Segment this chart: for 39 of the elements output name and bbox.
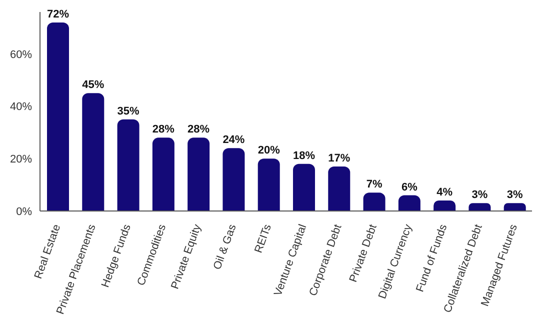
x-tick-label: Private Equity [169, 222, 204, 291]
data-label: 45% [82, 79, 104, 92]
bar [398, 195, 420, 211]
data-label: 4% [436, 186, 453, 199]
data-label: 7% [366, 178, 382, 191]
x-tick-label: Real Estate [32, 222, 64, 280]
x-tick-label: Hedge Funds [100, 222, 134, 290]
bar [222, 148, 245, 211]
bar [328, 166, 350, 211]
bar [363, 192, 386, 211]
data-label: 3% [472, 189, 488, 202]
data-label: 6% [401, 181, 418, 194]
bar [152, 138, 174, 211]
bar [47, 22, 69, 211]
x-tick-label: Fund of Funds [414, 222, 450, 294]
bar [117, 119, 140, 211]
y-tick-label: 60% [10, 48, 32, 61]
x-tick-label: REITs [252, 222, 274, 255]
bar [434, 200, 456, 211]
bar [293, 164, 315, 211]
bar [258, 158, 280, 211]
data-label: 28% [188, 124, 210, 136]
data-label: 35% [117, 105, 140, 118]
x-tick-label: Oil & Gas [211, 222, 240, 272]
data-label: 17% [328, 152, 350, 164]
y-tick-label: 20% [10, 154, 32, 166]
data-label: 24% [222, 134, 245, 146]
data-label: 20% [258, 144, 280, 157]
x-tick-label: Private Debt [347, 222, 380, 284]
bar [188, 138, 210, 211]
bar [468, 203, 491, 211]
data-label: 72% [46, 8, 70, 20]
bar [82, 93, 104, 211]
data-label: 28% [152, 124, 175, 136]
data-label: 3% [506, 189, 524, 202]
data-label: 18% [292, 150, 316, 162]
y-tick-label: 0% [16, 206, 32, 218]
bar [504, 203, 526, 211]
y-tick-label: 40% [10, 101, 32, 114]
